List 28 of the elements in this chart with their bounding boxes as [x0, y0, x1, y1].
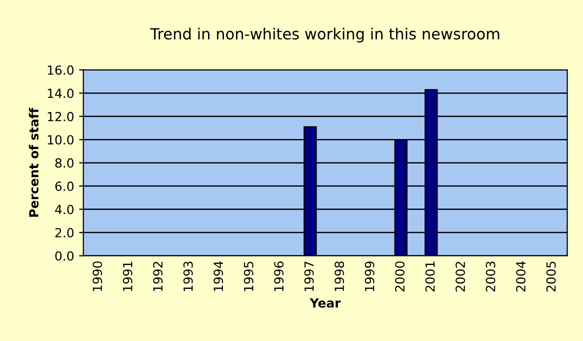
- x-tick-label: 2000: [395, 261, 405, 292]
- y-axis-title: Percent of staff: [28, 108, 39, 217]
- x-tick-label: 1991: [122, 262, 132, 292]
- y-tick-label: 16.0: [48, 65, 74, 75]
- y-tick-label: 12.0: [48, 112, 74, 122]
- x-tick-label: 1992: [153, 262, 163, 292]
- x-tick-label: 1998: [334, 261, 344, 292]
- x-tick-label: 2003: [486, 262, 496, 292]
- y-tick-label: 6.0: [55, 182, 74, 191]
- chart-title: Trend in non-whites working in this newsroom: [150, 28, 500, 43]
- y-tick-label: 4.0: [55, 204, 74, 214]
- x-tick-label: 2005: [546, 262, 556, 292]
- y-tick-label: 0.0: [55, 251, 74, 261]
- x-tick-label: 1994: [214, 261, 224, 292]
- x-tick-label: 1993: [183, 262, 193, 292]
- x-tick-label: 2004: [516, 261, 526, 292]
- y-tick-label: 10.0: [48, 135, 74, 145]
- x-tick-label: 1999: [364, 261, 374, 292]
- x-tick-label: 2002: [456, 262, 466, 292]
- x-axis-title: Year: [310, 298, 341, 308]
- y-tick-label: 2.0: [55, 228, 74, 238]
- y-tick-label: 8.0: [55, 158, 74, 168]
- x-tick-label: 2001: [425, 262, 435, 292]
- x-tick-label: 1997: [304, 262, 314, 292]
- x-tick-label: 1990: [92, 261, 102, 292]
- y-tick-label: 14.0: [48, 88, 74, 98]
- x-tick-label: 1995: [244, 262, 254, 292]
- x-tick-label: 1996: [274, 261, 284, 292]
